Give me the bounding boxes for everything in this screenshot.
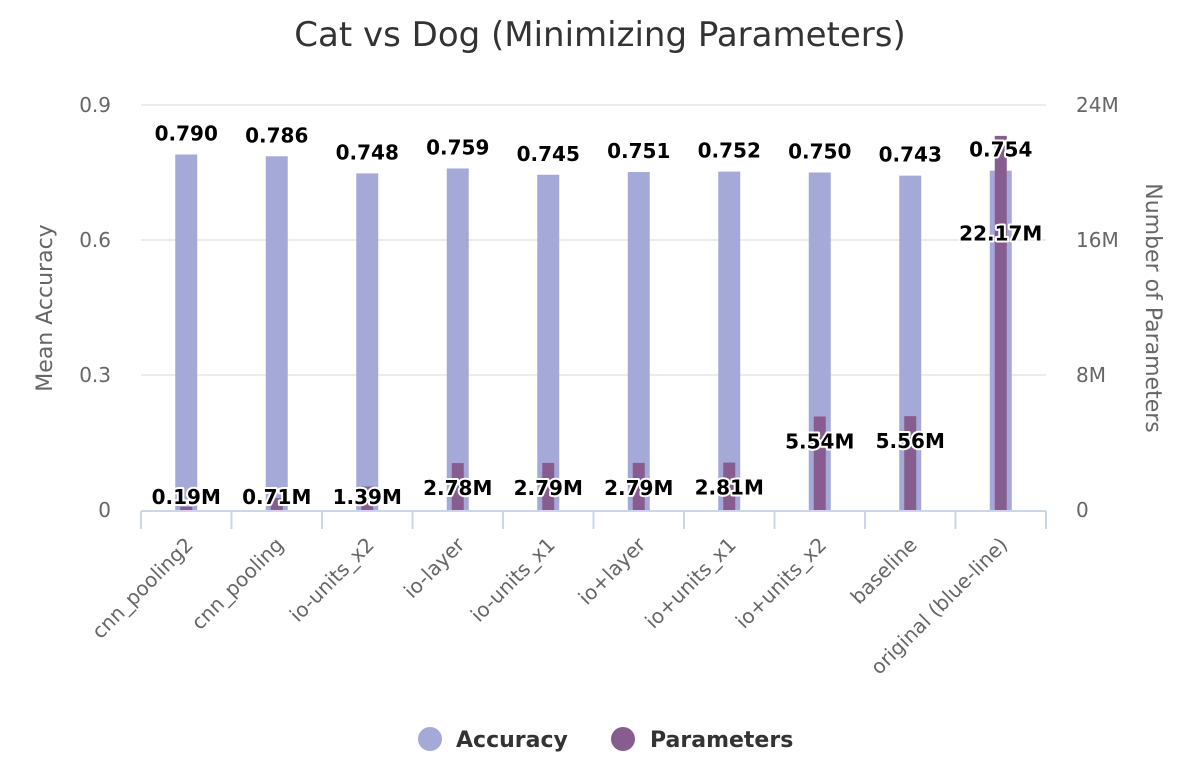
y-left-axis-title: Mean Accuracy	[33, 224, 58, 391]
data-labels: 0.790 0.19M 0.786 0.71M 0.748 1.39M 0.759 2.78M…	[150, 120, 1045, 512]
parameters-data-label: 5.54M	[785, 430, 854, 454]
parameters-bar[interactable]	[904, 416, 917, 510]
parameters-bar[interactable]	[542, 462, 555, 510]
bars	[175, 135, 1012, 511]
accuracy-bar[interactable]	[175, 154, 198, 511]
y-left-tick-label: 0	[98, 498, 111, 522]
parameters-bar[interactable]	[994, 135, 1007, 510]
parameters-bar[interactable]	[451, 463, 464, 510]
x-axis	[140, 510, 1047, 529]
accuracy-data-label: 0.786	[245, 123, 308, 147]
parameters-data-label: 2.79M	[514, 476, 583, 500]
accuracy-data-label: 0.743	[879, 143, 942, 167]
y-left-tick-label: 0.6	[79, 228, 111, 252]
x-tick-label: io-units_x2	[285, 533, 379, 627]
accuracy-data-label: 0.748	[336, 140, 399, 164]
accuracy-data-label: 0.751	[607, 139, 670, 163]
x-tick-label: cnn_pooling	[186, 533, 288, 635]
accuracy-bar[interactable]	[446, 168, 469, 510]
grid-lines	[141, 104, 1046, 376]
parameters-data-label: 5.56M	[876, 429, 945, 453]
legend-item-parameters[interactable]: Parameters	[611, 727, 793, 753]
parameters-bar[interactable]	[180, 506, 193, 510]
parameters-bar[interactable]	[813, 416, 826, 510]
legend-accuracy-label: Accuracy	[456, 728, 568, 753]
x-tick-label: io-units_x1	[466, 533, 560, 627]
y-left-tick-label: 0.9	[79, 93, 111, 117]
accuracy-data-label: 0.752	[698, 139, 761, 163]
chart-title: Cat vs Dog (Minimizing Parameters)	[294, 15, 905, 55]
parameters-bar[interactable]	[361, 486, 374, 510]
parameters-bar[interactable]	[270, 498, 283, 510]
parameters-data-label: 22.17M	[959, 222, 1042, 246]
accuracy-bar[interactable]	[537, 174, 560, 510]
y-right-tick-label: 16M	[1076, 228, 1119, 252]
parameters-data-label: 2.79M	[604, 476, 673, 500]
y-right-axis-title: Number of Parameters	[1140, 183, 1165, 433]
accuracy-bar[interactable]	[265, 156, 288, 511]
y-right-tick-label: 8M	[1076, 363, 1106, 387]
y-right-tick-labels: 0 8M 16M 24M	[1076, 93, 1119, 522]
legend-parameters-marker	[611, 727, 635, 751]
y-right-tick-label: 0	[1076, 498, 1089, 522]
accuracy-bar[interactable]	[718, 171, 741, 510]
x-tick-label: io-layer	[399, 532, 470, 603]
accuracy-bar[interactable]	[627, 172, 650, 511]
x-tick-label: io+units_x1	[640, 533, 741, 634]
y-left-tick-label: 0.3	[79, 363, 111, 387]
parameters-data-label: 0.19M	[152, 485, 221, 509]
accuracy-data-label: 0.754	[969, 138, 1032, 162]
parameters-data-label: 2.81M	[695, 476, 764, 500]
parameters-bar[interactable]	[632, 462, 645, 510]
legend: Accuracy Parameters	[418, 727, 793, 753]
parameters-data-label: 1.39M	[333, 485, 402, 509]
parameters-data-label: 0.71M	[242, 485, 311, 509]
legend-parameters-label: Parameters	[650, 728, 793, 753]
accuracy-data-label: 0.750	[788, 140, 851, 164]
accuracy-data-label: 0.790	[155, 122, 218, 146]
parameters-bar[interactable]	[723, 462, 736, 510]
x-tick-label: io+units_x2	[731, 533, 832, 634]
x-tick-label: baseline	[846, 533, 922, 609]
accuracy-data-label: 0.759	[426, 135, 489, 159]
x-tick-label: cnn_pooling2	[87, 533, 198, 644]
y-left-tick-labels: 0 0.3 0.6 0.9	[79, 93, 111, 522]
legend-item-accuracy[interactable]: Accuracy	[418, 727, 568, 753]
accuracy-data-label: 0.745	[517, 142, 580, 166]
legend-accuracy-marker	[418, 727, 442, 751]
x-tick-label: io+layer	[573, 532, 650, 609]
y-right-tick-label: 24M	[1076, 93, 1119, 117]
parameters-data-label: 2.78M	[423, 476, 492, 500]
accuracy-bar[interactable]	[356, 173, 379, 510]
